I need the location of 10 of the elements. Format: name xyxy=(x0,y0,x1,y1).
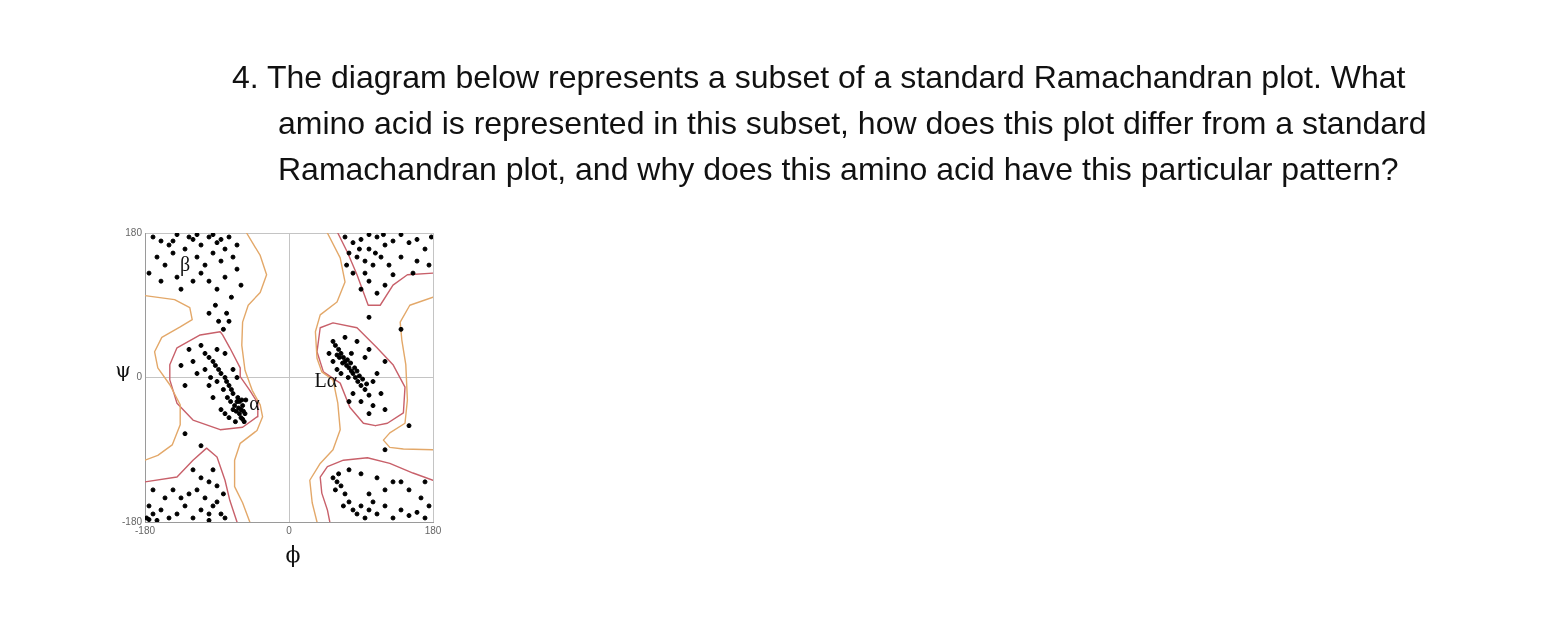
annotation: β xyxy=(179,253,191,277)
x-tick-label: -180 xyxy=(134,524,156,536)
x-tick-label: 0 xyxy=(286,524,293,536)
x-tick-label: 180 xyxy=(424,524,442,536)
x-axis-title: ϕ xyxy=(285,541,301,567)
y-tick-label: 180 xyxy=(125,226,143,238)
y-tick-label: -180 xyxy=(121,515,143,527)
y-axis-title: ψ xyxy=(115,357,131,382)
y-tick-label: 0 xyxy=(136,371,143,383)
text: 4. The diagram below represents a subset of a standard Ramachandran plot. What amino acid is represented in this subset, how does this plot differ from a standard Ramachandran plot, and why does this amino acid have this particular pattern? xyxy=(232,58,1428,189)
